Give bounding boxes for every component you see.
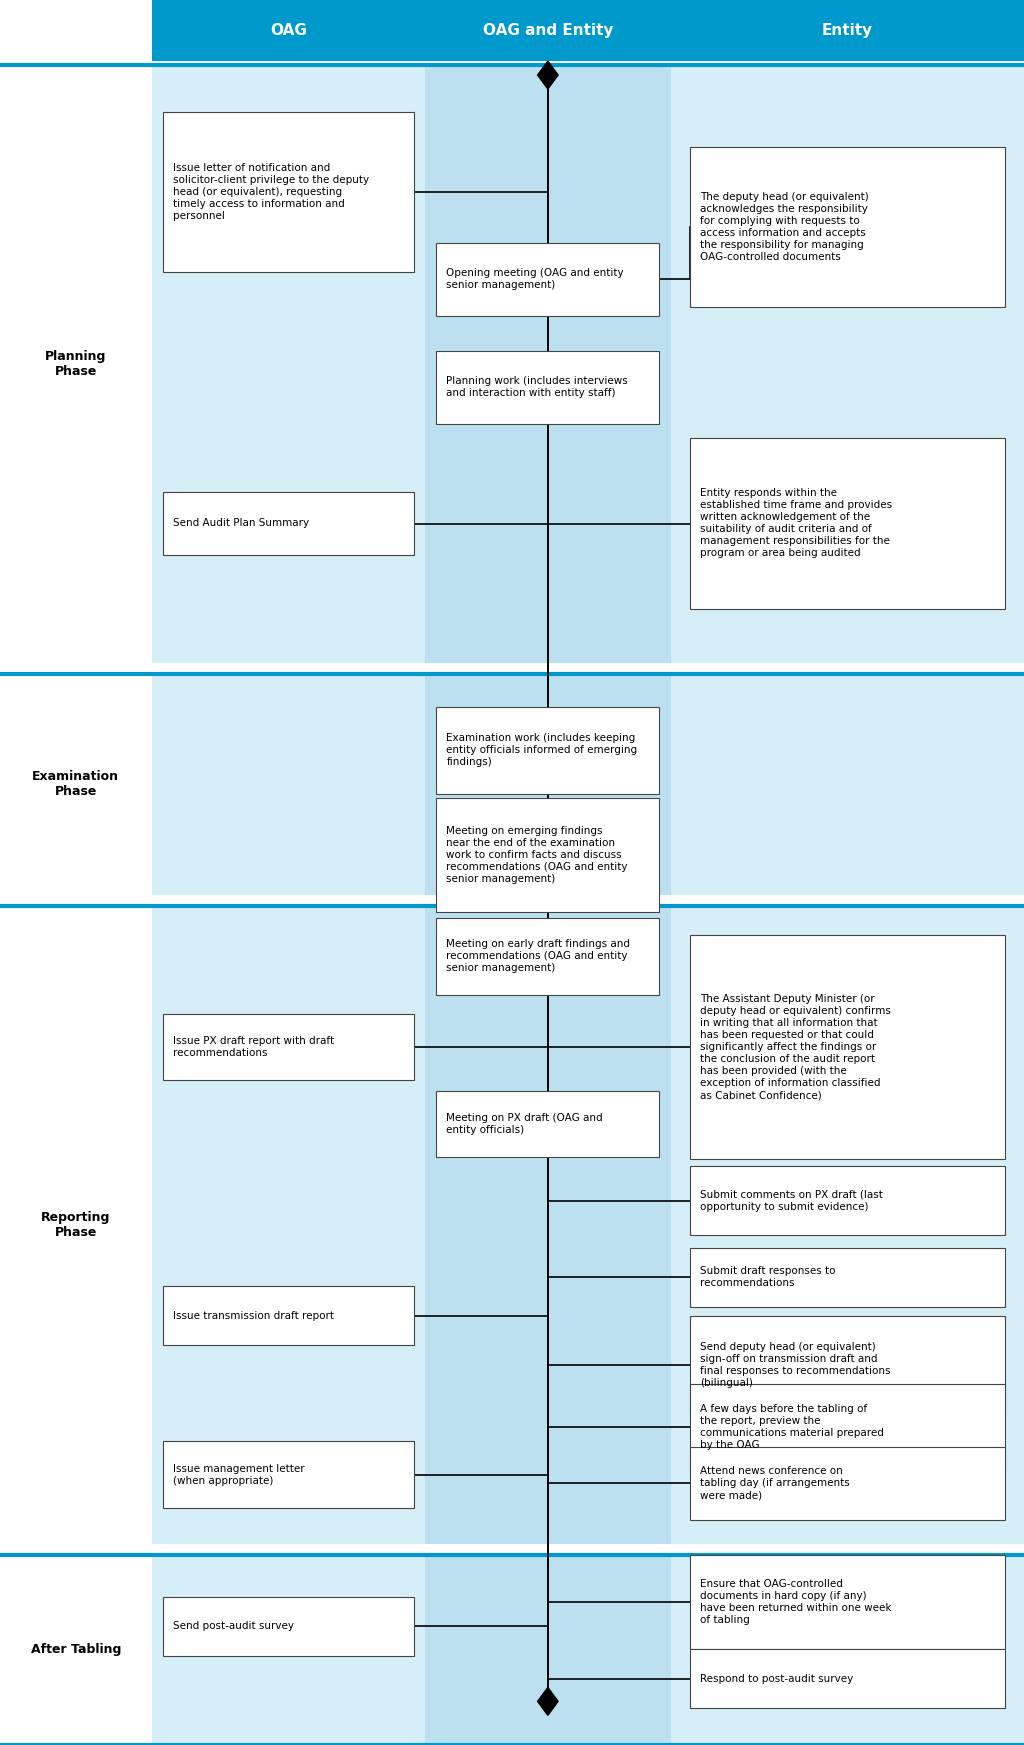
Bar [425,65,671,663]
Text: Reporting
Phase: Reporting Phase [41,1211,111,1239]
Bar [436,243,659,316]
Polygon shape [538,1687,558,1715]
Bar [690,1248,1006,1307]
Bar [436,707,659,794]
Text: Attend news conference on
tabling day (if arrangements
were made): Attend news conference on tabling day (i… [700,1466,850,1501]
Bar [163,1597,414,1656]
Bar [436,799,659,911]
Bar [690,1316,1006,1413]
Text: Opening meeting (OAG and entity
senior management): Opening meeting (OAG and entity senior m… [446,269,624,290]
Bar [163,492,414,555]
Bar [0,906,152,1544]
Text: Issue transmission draft report: Issue transmission draft report [173,1310,334,1321]
Text: Planning
Phase: Planning Phase [45,349,106,379]
Text: Issue PX draft report with draft
recommendations: Issue PX draft report with draft recomme… [173,1037,334,1057]
Text: Examination work (includes keeping
entity officials informed of emerging
finding: Examination work (includes keeping entit… [446,733,638,768]
Bar [163,1014,414,1080]
Polygon shape [538,61,558,89]
Text: Meeting on early draft findings and
recommendations (OAG and entity
senior manag: Meeting on early draft findings and reco… [446,939,631,974]
Bar [690,1166,1006,1235]
Bar [690,1555,1006,1649]
Bar [690,1384,1006,1471]
Text: OAG and Entity: OAG and Entity [482,23,613,38]
Bar [436,1091,659,1157]
Text: Submit draft responses to
recommendations: Submit draft responses to recommendation… [700,1267,836,1288]
Text: Send Audit Plan Summary: Send Audit Plan Summary [173,518,309,529]
Bar [690,147,1006,307]
Bar [425,906,671,1544]
Bar [690,935,1006,1159]
Bar [152,65,425,663]
Bar [0,674,152,895]
Bar [152,906,425,1544]
Bar [152,674,425,895]
Bar [0,0,152,61]
Bar [436,918,659,995]
Bar [163,112,414,272]
Bar [163,1286,414,1345]
Text: OAG: OAG [269,23,307,38]
Text: Issue letter of notification and
solicitor-client privilege to the deputy
head (: Issue letter of notification and solicit… [173,162,370,222]
Text: Issue management letter
(when appropriate): Issue management letter (when appropriat… [173,1464,305,1485]
Bar [671,674,1024,895]
Text: Send deputy head (or equivalent)
sign-off on transmission draft and
final respon: Send deputy head (or equivalent) sign-of… [700,1342,891,1387]
Text: Planning work (includes interviews
and interaction with entity staff): Planning work (includes interviews and i… [446,377,628,398]
Text: Send post-audit survey: Send post-audit survey [173,1621,294,1632]
Bar [690,438,1006,609]
Bar [425,1555,671,1745]
Bar [425,674,671,895]
Text: Ensure that OAG-controlled
documents in hard copy (if any)
have been returned wi: Ensure that OAG-controlled documents in … [700,1579,892,1625]
Text: Respond to post-audit survey: Respond to post-audit survey [700,1673,853,1684]
Bar [690,1447,1006,1520]
Bar [690,1649,1006,1708]
Text: Submit comments on PX draft (last
opportunity to submit evidence): Submit comments on PX draft (last opport… [700,1190,883,1211]
Bar [163,1441,414,1508]
Text: A few days before the tabling of
the report, preview the
communications material: A few days before the tabling of the rep… [700,1405,884,1450]
Bar [0,65,152,663]
Text: Meeting on emerging findings
near the end of the examination
work to confirm fac: Meeting on emerging findings near the en… [446,825,628,885]
Bar [671,906,1024,1544]
Bar [436,351,659,424]
Bar [671,1555,1024,1745]
Text: Examination
Phase: Examination Phase [33,770,119,799]
Text: The deputy head (or equivalent)
acknowledges the responsibility
for complying wi: The deputy head (or equivalent) acknowle… [700,192,868,262]
Text: Meeting on PX draft (OAG and
entity officials): Meeting on PX draft (OAG and entity offi… [446,1113,603,1134]
Text: The Assistant Deputy Minister (or
deputy head or equivalent) confirms
in writing: The Assistant Deputy Minister (or deputy… [700,995,891,1099]
Bar [0,0,1024,61]
Text: Entity responds within the
established time frame and provides
written acknowled: Entity responds within the established t… [700,489,892,558]
Bar [671,65,1024,663]
Text: After Tabling: After Tabling [31,1644,121,1656]
Text: Entity: Entity [822,23,872,38]
Bar [0,1555,152,1745]
Bar [152,1555,425,1745]
